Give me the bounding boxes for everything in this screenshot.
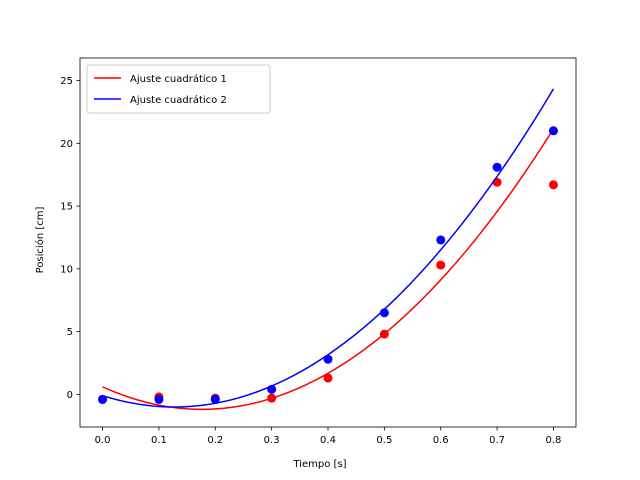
y-tick-label: 5 <box>67 327 73 338</box>
data-point-s1-4 <box>323 373 333 383</box>
x-tick-label: 0.6 <box>433 435 449 446</box>
legend: Ajuste cuadrático 1 Ajuste cuadrático 2 <box>86 64 271 114</box>
data-point-s2-8 <box>548 126 558 136</box>
data-point-s2-6 <box>436 235 446 245</box>
plot-area <box>98 88 558 411</box>
legend-box <box>86 64 271 114</box>
x-tick-label: 0.7 <box>489 435 505 446</box>
y-tick-label: 10 <box>60 264 73 275</box>
data-point-s1-8 <box>548 180 558 190</box>
data-point-s2-1 <box>154 394 164 404</box>
data-point-s1-5 <box>379 329 389 339</box>
x-tick-label: 0.2 <box>207 435 223 446</box>
data-point-s2-4 <box>323 354 333 364</box>
x-tick-label: 0.4 <box>320 435 336 446</box>
data-point-s1-6 <box>436 260 446 270</box>
data-point-s2-3 <box>267 384 277 394</box>
data-point-s1-7 <box>492 177 502 187</box>
legend-label-1: Ajuste cuadrático 1 <box>130 73 227 85</box>
x-tick-label: 0.5 <box>376 435 392 446</box>
data-point-s2-2 <box>210 394 220 404</box>
fit-line-2 <box>102 88 555 408</box>
axes: 0.0 0.1 0.2 0.3 0.4 0.5 0.6 0.7 0.8 0 5 10 15 20 25 <box>60 57 577 446</box>
x-tick-label: 0.8 <box>546 435 562 446</box>
y-tick-label: 25 <box>60 76 73 87</box>
plot-contents <box>98 88 558 411</box>
x-axis-label: Tiempo [s] <box>292 459 346 470</box>
y-tick-label: 0 <box>67 390 73 401</box>
legend-label-2: Ajuste cuadrático 2 <box>130 94 227 106</box>
data-point-s2-7 <box>492 162 502 172</box>
y-tick-label: 15 <box>60 202 73 213</box>
data-point-s2-5 <box>379 308 389 318</box>
y-axis-label: Posición [cm] <box>34 207 46 274</box>
x-tick-label: 0.1 <box>151 435 167 446</box>
data-point-s1-3 <box>267 393 277 403</box>
data-point-s2-0 <box>98 394 108 404</box>
x-tick-label: 0.3 <box>264 435 280 446</box>
y-tick-label: 20 <box>60 139 73 150</box>
fit-line-1 <box>102 128 555 411</box>
x-tick-label: 0.0 <box>95 435 111 446</box>
